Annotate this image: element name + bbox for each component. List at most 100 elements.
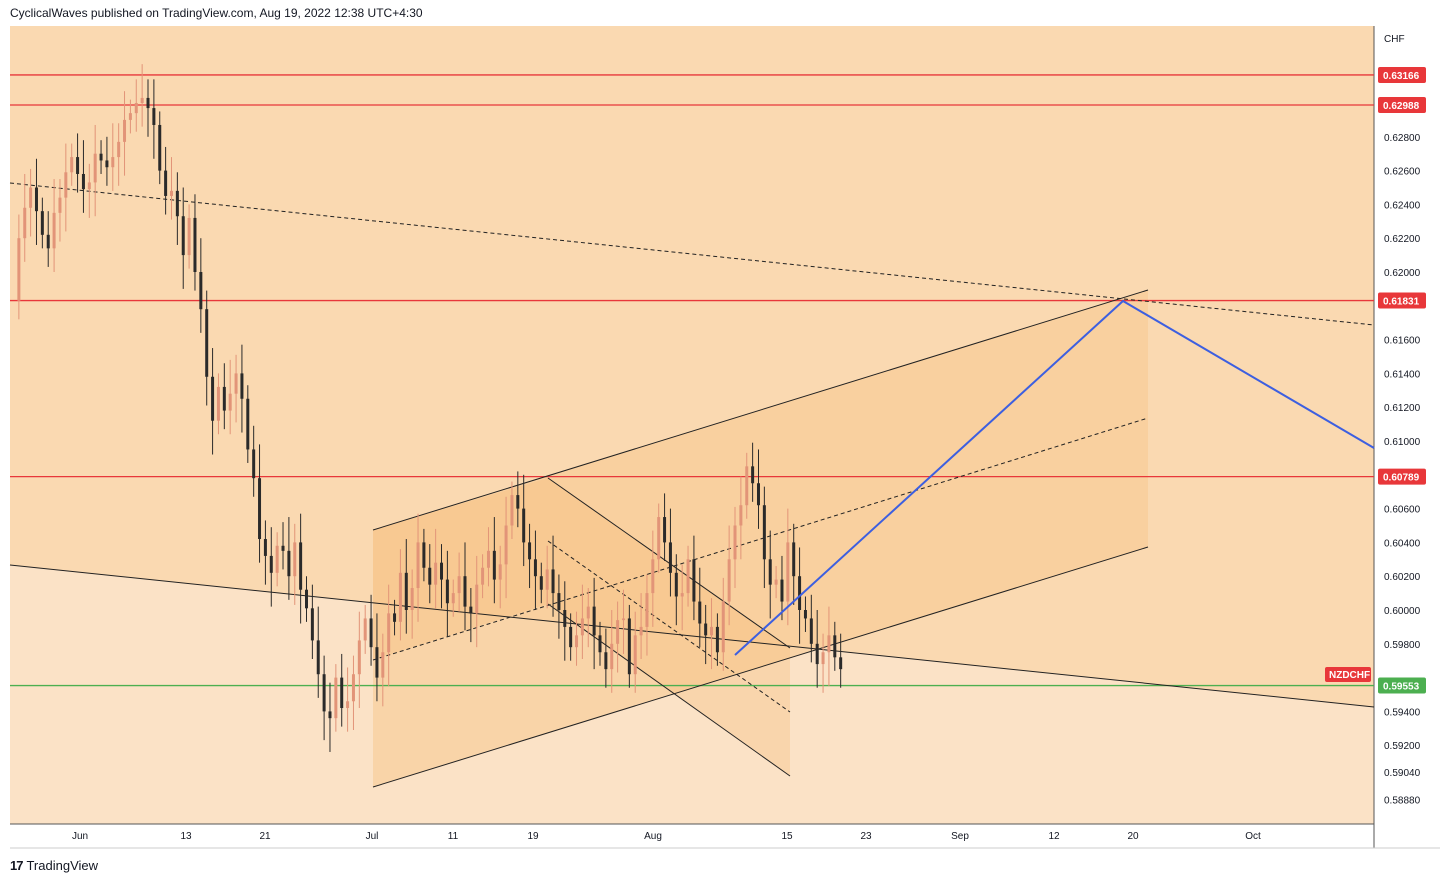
flag-mid-line[interactable] xyxy=(547,540,791,713)
candle-body[interactable] xyxy=(428,567,432,585)
candle-body[interactable] xyxy=(293,542,297,577)
candle-body[interactable] xyxy=(158,124,162,171)
candle-body[interactable] xyxy=(692,559,696,602)
candle-body[interactable] xyxy=(252,449,256,479)
projection-path[interactable] xyxy=(734,299,1375,656)
candle-body[interactable] xyxy=(357,640,361,675)
candle-body[interactable] xyxy=(733,525,737,560)
candle-body[interactable] xyxy=(627,618,631,675)
candle-body[interactable] xyxy=(710,626,714,636)
candles[interactable] xyxy=(17,64,843,752)
candle-body[interactable] xyxy=(23,207,27,239)
candle-body[interactable] xyxy=(193,217,197,272)
candle-body[interactable] xyxy=(70,157,74,173)
candle-body[interactable] xyxy=(798,576,802,610)
candle-body[interactable] xyxy=(99,153,103,161)
channel-upper-line[interactable] xyxy=(372,289,1149,531)
candle-body[interactable] xyxy=(516,495,520,509)
candle-body[interactable] xyxy=(657,517,661,560)
candle-body[interactable] xyxy=(686,559,690,594)
candle-body[interactable] xyxy=(668,542,672,573)
candle-body[interactable] xyxy=(281,545,285,551)
candle-body[interactable] xyxy=(258,478,262,540)
candle-body[interactable] xyxy=(539,576,543,590)
candle-body[interactable] xyxy=(809,618,813,644)
candle-body[interactable] xyxy=(780,579,784,602)
candle-body[interactable] xyxy=(205,309,209,377)
candle-body[interactable] xyxy=(228,393,232,411)
candle-body[interactable] xyxy=(422,542,426,568)
candle-body[interactable] xyxy=(351,674,355,702)
candle-body[interactable] xyxy=(698,601,702,624)
candle-body[interactable] xyxy=(128,113,132,120)
candle-body[interactable] xyxy=(58,197,62,213)
candle-body[interactable] xyxy=(803,610,807,619)
candle-body[interactable] xyxy=(510,495,514,526)
candle-body[interactable] xyxy=(674,572,678,597)
candle-body[interactable] xyxy=(633,635,637,675)
candle-body[interactable] xyxy=(486,550,490,568)
candle-body[interactable] xyxy=(328,711,332,719)
candle-body[interactable] xyxy=(416,542,420,589)
candle-body[interactable] xyxy=(199,272,203,310)
candle-body[interactable] xyxy=(440,562,444,580)
candle-body[interactable] xyxy=(240,373,244,399)
candle-body[interactable] xyxy=(774,579,778,585)
candle-body[interactable] xyxy=(76,157,80,174)
candle-body[interactable] xyxy=(551,569,555,594)
candle-body[interactable] xyxy=(492,550,496,580)
candle-body[interactable] xyxy=(651,559,655,594)
candle-body[interactable] xyxy=(616,620,620,644)
candle-body[interactable] xyxy=(187,217,191,256)
candle-body[interactable] xyxy=(287,550,291,577)
candle-body[interactable] xyxy=(768,559,772,585)
candle-body[interactable] xyxy=(146,97,150,109)
candle-body[interactable] xyxy=(639,626,643,636)
candle-body[interactable] xyxy=(586,606,590,619)
candle-body[interactable] xyxy=(621,618,625,621)
candle-body[interactable] xyxy=(263,539,267,556)
candle-body[interactable] xyxy=(346,701,350,709)
candle-body[interactable] xyxy=(751,466,755,484)
candle-body[interactable] xyxy=(93,153,97,183)
channel-mid-line[interactable] xyxy=(372,417,1149,661)
candle-body[interactable] xyxy=(40,211,44,235)
candle-body[interactable] xyxy=(275,545,279,573)
candle-body[interactable] xyxy=(645,593,649,627)
candle-body[interactable] xyxy=(545,569,549,590)
channel-lower-line[interactable] xyxy=(372,546,1149,788)
candle-body[interactable] xyxy=(316,640,320,675)
candle-body[interactable] xyxy=(475,584,479,614)
candle-body[interactable] xyxy=(393,613,397,622)
candle-body[interactable] xyxy=(216,386,220,421)
candle-body[interactable] xyxy=(463,576,467,607)
candle-body[interactable] xyxy=(610,643,614,670)
candle-body[interactable] xyxy=(17,238,21,301)
candle-body[interactable] xyxy=(117,141,121,158)
candle-body[interactable] xyxy=(815,643,819,665)
long-trend-line[interactable] xyxy=(9,564,1375,708)
candle-body[interactable] xyxy=(557,593,561,610)
candle-body[interactable] xyxy=(504,525,508,565)
candle-body[interactable] xyxy=(363,618,367,641)
candle-body[interactable] xyxy=(721,601,725,653)
candle-body[interactable] xyxy=(387,613,391,653)
candle-body[interactable] xyxy=(398,572,402,622)
candle-body[interactable] xyxy=(334,677,338,719)
candle-body[interactable] xyxy=(827,635,831,653)
candle-body[interactable] xyxy=(140,97,144,103)
candle-body[interactable] xyxy=(598,635,602,653)
candle-body[interactable] xyxy=(563,610,567,627)
candle-body[interactable] xyxy=(833,635,837,658)
candle-body[interactable] xyxy=(704,623,708,636)
candle-body[interactable] xyxy=(234,373,238,394)
candle-body[interactable] xyxy=(451,593,455,604)
candle-body[interactable] xyxy=(410,588,414,610)
horizontal-levels[interactable]: 0.63166 0.62988 0.61831 0.60789 0.59553 xyxy=(10,66,1426,694)
candle-body[interactable] xyxy=(522,508,526,543)
candle-body[interactable] xyxy=(381,652,385,678)
candle-body[interactable] xyxy=(111,157,115,168)
candle-body[interactable] xyxy=(64,172,68,198)
candle-body[interactable] xyxy=(222,386,226,411)
candle-body[interactable] xyxy=(434,562,438,585)
